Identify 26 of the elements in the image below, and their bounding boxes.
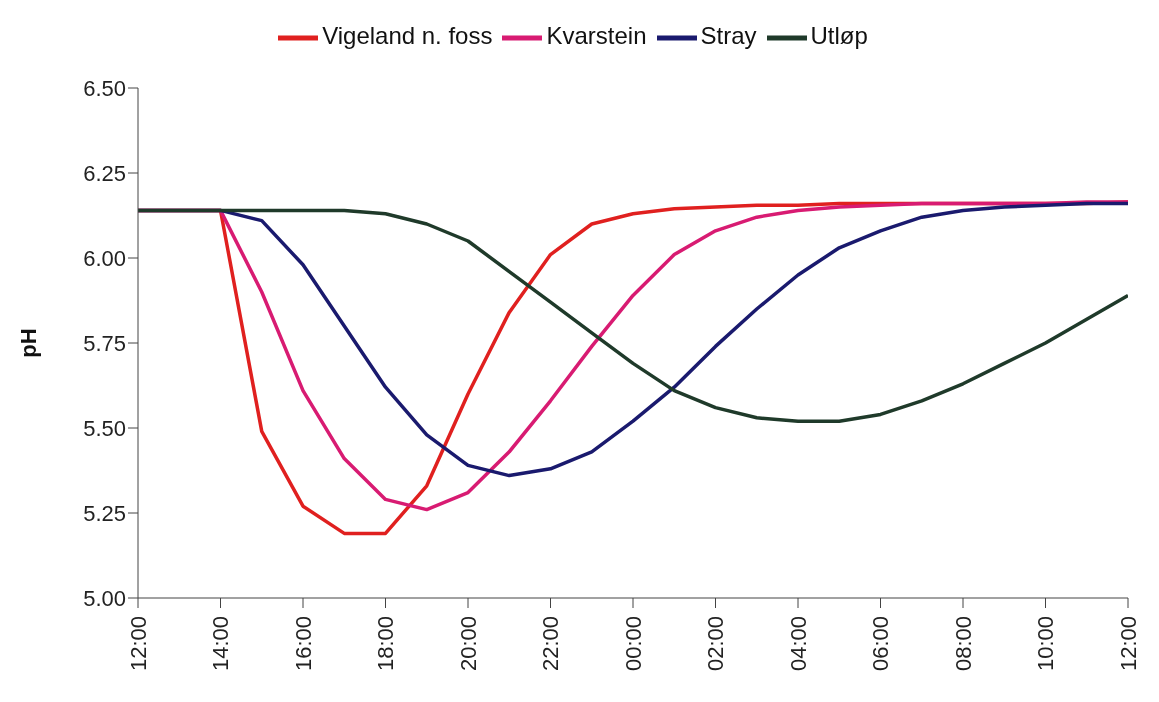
y-tick-label: 6.00 xyxy=(83,245,126,271)
x-tick-label: 00:00 xyxy=(620,616,646,672)
y-tick-label: 5.50 xyxy=(83,415,126,441)
y-tick-label: 5.00 xyxy=(83,585,126,611)
y-tick-label: 6.25 xyxy=(83,160,126,186)
legend-label: Kvarstein xyxy=(546,22,647,50)
legend-label: Stray xyxy=(700,22,757,50)
legend-label: Vigeland n. foss xyxy=(322,22,493,50)
y-tick-label: 5.75 xyxy=(83,330,126,356)
x-tick-label: 22:00 xyxy=(538,616,563,672)
x-tick-label: 14:00 xyxy=(208,616,233,672)
x-tick-label: 02:00 xyxy=(703,616,728,672)
y-axis-title: pH xyxy=(15,328,41,358)
y-tick-label: 6.50 xyxy=(83,75,126,101)
x-tick-label: 20:00 xyxy=(455,616,481,672)
x-tick-label: 06:00 xyxy=(868,616,893,672)
legend-label: Utløp xyxy=(810,22,868,50)
line-series xyxy=(138,208,1128,423)
x-tick-label: 18:00 xyxy=(373,616,398,672)
x-tick-label: 04:00 xyxy=(785,616,811,672)
x-tick-label: 08:00 xyxy=(950,616,976,672)
x-tick-label: 10:00 xyxy=(1033,616,1058,672)
x-tick-label: 16:00 xyxy=(290,616,316,672)
x-tick-label: 12:00 xyxy=(125,616,151,672)
y-tick-label: 5.25 xyxy=(83,500,126,526)
x-tick-label: 12:00 xyxy=(1115,616,1141,672)
